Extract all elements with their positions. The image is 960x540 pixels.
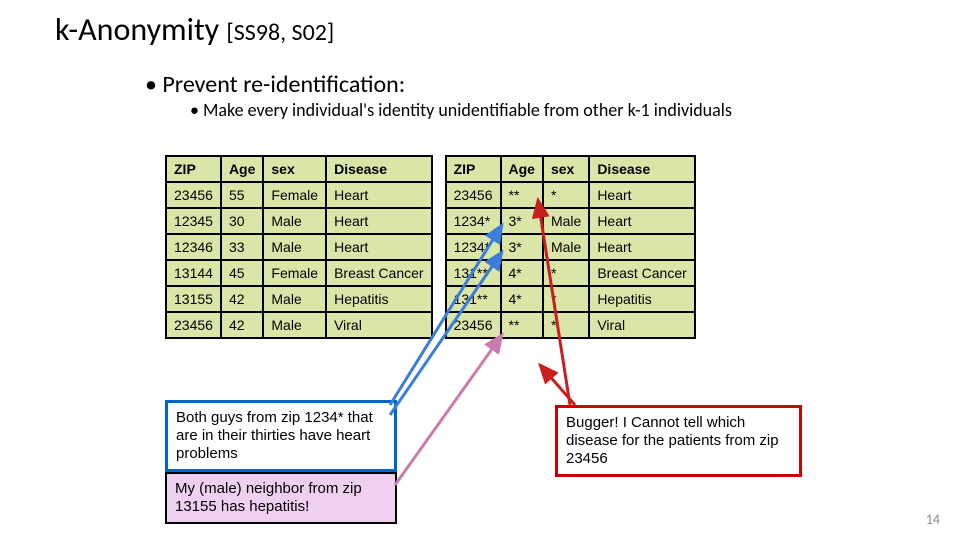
table-cell: Heart [589, 234, 694, 260]
table-row: 23456***Viral [446, 312, 695, 338]
table-cell: Heart [589, 182, 694, 208]
table-cell: Hepatitis [589, 286, 694, 312]
table-cell: 45 [221, 260, 263, 286]
table-cell: Heart [589, 208, 694, 234]
table-cell: Hepatitis [326, 286, 431, 312]
bullet-level2: Make every individual's identity unident… [190, 100, 810, 121]
anonymized-table: ZIPAgesexDisease 23456***Heart1234*3*Mal… [445, 155, 696, 339]
table-cell: 23456 [446, 312, 501, 338]
title-main: k-Anonymity [55, 10, 226, 49]
table-cell: 1234* [446, 234, 501, 260]
table-cell: Female [263, 260, 326, 286]
table-cell: 131** [446, 260, 501, 286]
table-cell: 55 [221, 182, 263, 208]
table-cell: Heart [326, 182, 431, 208]
table-cell: 12345 [166, 208, 221, 234]
table-cell: 12346 [166, 234, 221, 260]
slide-title: k-Anonymity [SS98, S02] [55, 10, 334, 49]
table-cell: 13144 [166, 260, 221, 286]
original-table: ZIPAgesexDisease 2345655FemaleHeart12345… [165, 155, 433, 339]
table-cell: 131** [446, 286, 501, 312]
table-cell: Heart [326, 208, 431, 234]
bullet-level1: Prevent re-identification: [145, 70, 405, 99]
table-row: 1234633MaleHeart [166, 234, 432, 260]
table-cell: Breast Cancer [589, 260, 694, 286]
table-cell: Viral [326, 312, 431, 338]
table-header: Age [501, 156, 543, 182]
table-row: 1314445FemaleBreast Cancer [166, 260, 432, 286]
title-ref: [SS98, S02] [226, 18, 334, 47]
table-cell: Male [263, 286, 326, 312]
table-cell: 30 [221, 208, 263, 234]
table-row: 1234*3*MaleHeart [446, 234, 695, 260]
table-cell: * [543, 260, 589, 286]
table-cell: 4* [501, 286, 543, 312]
table-cell: Male [543, 208, 589, 234]
table-row: 23456***Heart [446, 182, 695, 208]
table-header: ZIP [166, 156, 221, 182]
table-row: 1315542MaleHepatitis [166, 286, 432, 312]
table-row: 2345642MaleViral [166, 312, 432, 338]
table-cell: 13155 [166, 286, 221, 312]
table-cell: 3* [501, 208, 543, 234]
table-header: Age [221, 156, 263, 182]
table-cell: Male [263, 312, 326, 338]
callout-blue: Both guys from zip 1234* that are in the… [165, 400, 397, 472]
tables-container: ZIPAgesexDisease 2345655FemaleHeart12345… [165, 155, 696, 339]
table-cell: Male [543, 234, 589, 260]
table-cell: ** [501, 312, 543, 338]
table-row: 1234530MaleHeart [166, 208, 432, 234]
table-cell: Viral [589, 312, 694, 338]
table-header: sex [263, 156, 326, 182]
table-header: ZIP [446, 156, 501, 182]
table-cell: Male [263, 208, 326, 234]
table-cell: 23456 [166, 312, 221, 338]
table-header: Disease [589, 156, 694, 182]
table-cell: 42 [221, 312, 263, 338]
table-header: Disease [326, 156, 431, 182]
table-cell: 23456 [446, 182, 501, 208]
table-cell: * [543, 182, 589, 208]
table-cell: * [543, 312, 589, 338]
table-cell: Female [263, 182, 326, 208]
table-cell: 42 [221, 286, 263, 312]
table-cell: 1234* [446, 208, 501, 234]
table-cell: Breast Cancer [326, 260, 431, 286]
table-cell: 4* [501, 260, 543, 286]
callout-pink: My (male) neighbor from zip 13155 has he… [165, 472, 397, 524]
page-number: 14 [926, 511, 940, 528]
table-cell: 3* [501, 234, 543, 260]
table-cell: 33 [221, 234, 263, 260]
table-cell: Heart [326, 234, 431, 260]
table-row: 2345655FemaleHeart [166, 182, 432, 208]
callout-red: Bugger! I Cannot tell which disease for … [555, 405, 802, 477]
table-row: 1234*3*MaleHeart [446, 208, 695, 234]
table-cell: 23456 [166, 182, 221, 208]
table-cell: Male [263, 234, 326, 260]
table-cell: * [543, 286, 589, 312]
table-header: sex [543, 156, 589, 182]
table-row: 131**4**Breast Cancer [446, 260, 695, 286]
table-cell: ** [501, 182, 543, 208]
table-row: 131**4**Hepatitis [446, 286, 695, 312]
